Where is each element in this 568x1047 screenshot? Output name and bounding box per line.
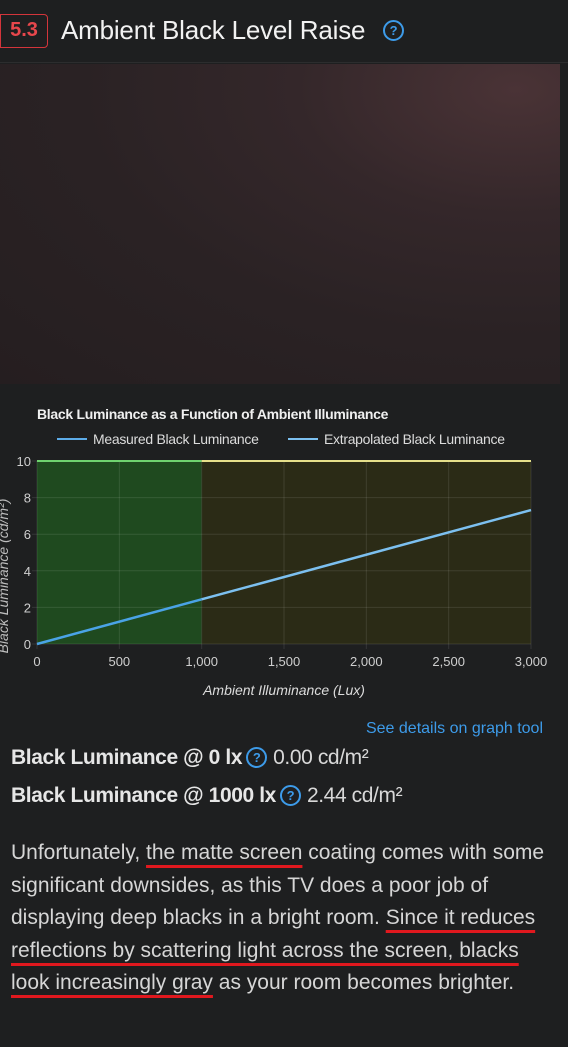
metric-value-1000lx: 2.44 cd/m² <box>306 784 403 807</box>
legend-measured[interactable]: Measured Black Luminance <box>57 431 259 447</box>
legend-swatch-measured <box>57 438 87 441</box>
section-number-badge: 5.3 <box>0 14 48 48</box>
y-tick-label: 10 <box>17 454 31 469</box>
y-tick-label: 0 <box>24 637 31 652</box>
highlighted-text: Since it reduces reflections by scatteri… <box>11 906 536 994</box>
section-header: 5.3 Ambient Black Level Raise ? <box>0 0 568 63</box>
y-axis-ticks: 0 2 4 6 8 10 <box>17 454 31 652</box>
chart-regions <box>37 461 531 644</box>
y-axis-label: Black Luminance (cd/m²) <box>0 499 11 654</box>
section-title: Ambient Black Level Raise ? <box>61 15 404 46</box>
text-segment: coating comes with some significant down… <box>11 841 545 929</box>
metric-label-0lx: Black Luminance @ 0 lx <box>11 746 243 769</box>
metric-row-1000lx: Black Luminance @ 1000 lx? 2.44 cd/m² <box>11 784 403 808</box>
legend-label-extrapolated: Extrapolated Black Luminance <box>324 431 505 447</box>
highlighted-text: the matte screen <box>146 841 303 864</box>
x-tick-label: 2,000 <box>350 654 383 669</box>
series-line-0 <box>36 598 202 646</box>
y-tick-label: 2 <box>24 600 31 615</box>
legend-swatch-extrapolated <box>288 438 318 441</box>
chart-title: Black Luminance as a Function of Ambient… <box>37 406 389 422</box>
text-segment: as your room becomes brighter. <box>212 971 515 994</box>
series-line-1 <box>201 508 532 601</box>
x-tick-label: 500 <box>108 654 130 669</box>
text-segment: Unfortunately, <box>11 841 147 864</box>
legend-extrapolated[interactable]: Extrapolated Black Luminance <box>288 431 505 447</box>
help-icon[interactable]: ? <box>383 20 404 41</box>
x-axis-label: Ambient Illuminance (Lux) <box>202 682 365 698</box>
graph-tool-link[interactable]: See details on graph tool <box>365 720 543 737</box>
chart-lines <box>36 508 532 646</box>
y-tick-label: 6 <box>24 527 31 542</box>
metric-label-1000lx: Black Luminance @ 1000 lx <box>11 784 276 807</box>
description-paragraph: Unfortunately, the matte screen coating … <box>11 837 551 1000</box>
x-axis-ticks: 0 500 1,000 1,500 2,000 2,500 3,000 <box>33 654 547 669</box>
chart-grid <box>32 460 532 649</box>
y-tick-label: 4 <box>24 564 31 579</box>
section-title-text: Ambient Black Level Raise <box>61 15 366 45</box>
tv-screen-photo <box>0 64 560 384</box>
chart-region-1 <box>201 461 531 644</box>
x-tick-label: 2,500 <box>432 654 465 669</box>
legend-label-measured: Measured Black Luminance <box>93 431 259 447</box>
x-tick-label: 1,000 <box>185 654 218 669</box>
help-icon[interactable]: ? <box>279 785 301 806</box>
x-tick-label: 0 <box>33 654 40 669</box>
x-tick-label: 1,500 <box>268 654 301 669</box>
help-icon[interactable]: ? <box>246 747 268 768</box>
y-tick-label: 8 <box>24 491 31 506</box>
metric-value-0lx: 0.00 cd/m² <box>273 746 369 769</box>
metric-row-0lx: Black Luminance @ 0 lx? 0.00 cd/m² <box>11 746 369 770</box>
chart-region-0 <box>37 461 202 644</box>
x-tick-label: 3,000 <box>515 654 548 669</box>
luminance-chart: 0 500 1,000 1,500 2,000 2,500 3,000 0 2 4 6 8 10 Am… <box>0 454 547 698</box>
